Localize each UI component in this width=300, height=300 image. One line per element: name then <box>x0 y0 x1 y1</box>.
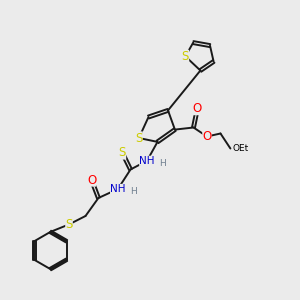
Text: S: S <box>135 131 142 145</box>
Text: O: O <box>87 173 96 187</box>
Text: O: O <box>193 102 202 115</box>
Text: NH: NH <box>139 156 155 166</box>
Text: H: H <box>160 159 167 168</box>
Text: S: S <box>119 146 126 160</box>
Text: S: S <box>65 218 73 231</box>
Text: NH: NH <box>110 184 126 194</box>
Text: O: O <box>202 130 211 143</box>
Text: S: S <box>182 50 189 63</box>
Text: H: H <box>130 187 137 196</box>
Text: OEt: OEt <box>233 144 249 153</box>
